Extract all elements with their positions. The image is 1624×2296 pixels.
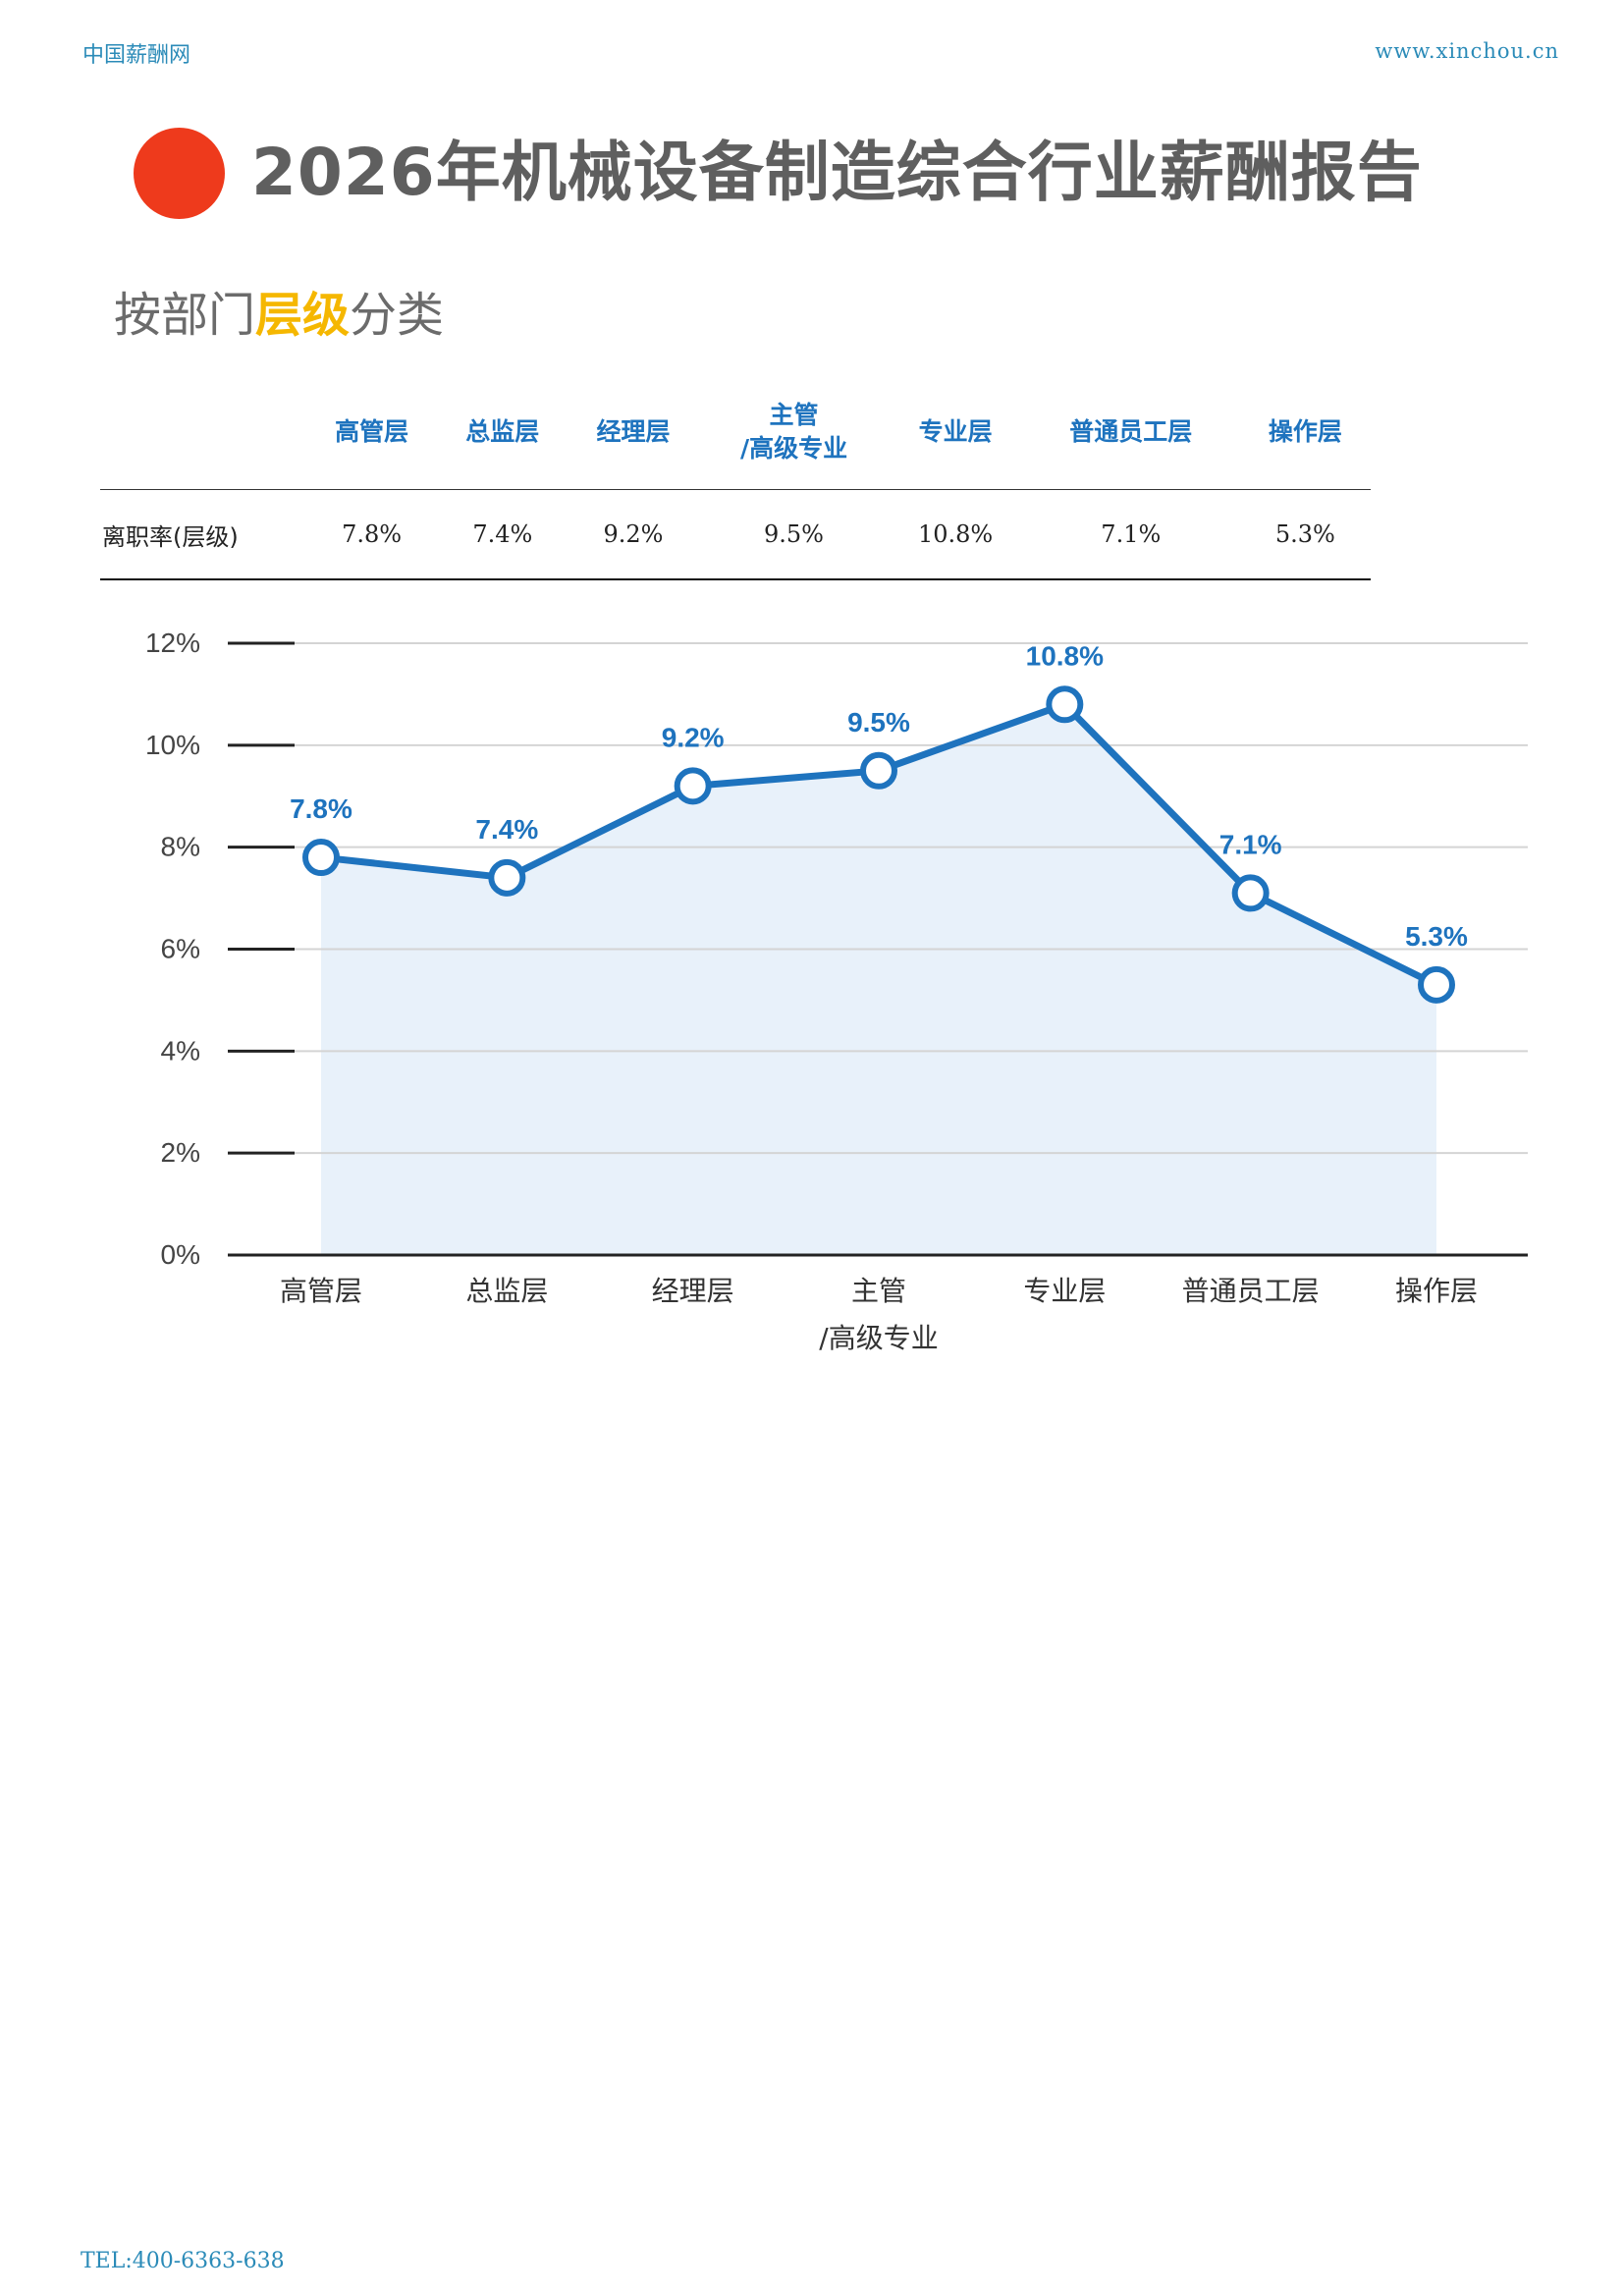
table-header-cell: 普通员工层: [1021, 375, 1240, 490]
chart-y-tick-label: 4%: [161, 1035, 200, 1066]
chart-data-point: [860, 751, 897, 790]
turnover-line-chart: 0% 2% 4% 6% 8% 10% 12% 7.8% 7.4% 9.2% 9.5% 10.8% 7.1…: [145, 628, 1528, 1354]
chart-y-tick-label: 2%: [161, 1137, 200, 1168]
chart-data-label: 9.5%: [847, 707, 910, 738]
footer-telephone: TEL:400-6363-638: [81, 2249, 285, 2273]
chart-y-tick-label: 10%: [145, 730, 200, 760]
subtitle-suffix: 分类: [350, 288, 445, 343]
table-header-row: 高管层 总监层 经理层 主管/高级专业 专业层 普通员工层 操作层: [100, 375, 1371, 490]
chart-x-tick-label: /高级专业: [819, 1322, 938, 1354]
table-header-line: 主管: [769, 401, 819, 429]
chart-data-label: 7.8%: [290, 793, 352, 824]
table-cell: 10.8%: [889, 489, 1022, 580]
subtitle-highlight: 层级: [255, 288, 351, 343]
chart-x-tick-label: 操作层: [1395, 1275, 1478, 1307]
chart-y-tick-label: 8%: [161, 832, 200, 862]
chart-x-tick-label: 普通员工层: [1182, 1275, 1320, 1307]
table-header-cell: 总监层: [437, 375, 568, 490]
chart-x-tick-label: 专业层: [1023, 1275, 1106, 1307]
chart-data-point: [1231, 874, 1270, 912]
chart-x-tick-label: 主管: [851, 1275, 906, 1307]
report-title: 2026年机械设备制造综合行业薪酬报告: [251, 135, 1423, 210]
table-header-cell: 专业层: [889, 375, 1022, 490]
chart-data-point: [302, 839, 340, 877]
table-cell: 7.1%: [1021, 489, 1240, 580]
chart-y-tick-label: 0%: [161, 1239, 200, 1270]
table-row-label: 离职率(层级): [100, 489, 306, 580]
website-url[interactable]: www.xinchou.cn: [1375, 39, 1559, 63]
table-header-cell: 经理层: [568, 375, 699, 490]
chart-data-label: 5.3%: [1405, 921, 1468, 952]
table-cell: 5.3%: [1239, 489, 1371, 580]
chart-y-tick-label: 6%: [161, 934, 200, 964]
table-cell: 9.2%: [568, 489, 699, 580]
chart-x-tick-label: 总监层: [465, 1275, 548, 1307]
chart-data-point: [674, 767, 712, 805]
site-name: 中国薪酬网: [82, 43, 191, 68]
chart-data-point: [488, 858, 526, 897]
title-bullet-dot: [134, 128, 225, 219]
table-header-cell: 操作层: [1239, 375, 1371, 490]
turnover-rate-table: 高管层 总监层 经理层 主管/高级专业 专业层 普通员工层 操作层 离职率(层级…: [100, 375, 1371, 580]
chart-data-point: [1418, 965, 1455, 1004]
chart-area-fill: [321, 704, 1436, 1255]
section-subtitle: 按部门层级分类: [114, 283, 444, 348]
table-header-line: /高级专业: [739, 434, 848, 463]
table-row: 离职率(层级) 7.8% 7.4% 9.2% 9.5% 10.8% 7.1% 5…: [100, 489, 1371, 580]
chart-data-point: [1046, 685, 1084, 724]
chart-data-label: 9.2%: [662, 722, 725, 752]
chart-data-label: 7.1%: [1219, 829, 1282, 859]
chart-x-tick-label: 经理层: [652, 1275, 734, 1307]
table-cell: 7.4%: [437, 489, 568, 580]
chart-y-tick-label: 12%: [145, 628, 200, 658]
table-header-corner: [100, 375, 306, 490]
subtitle-prefix: 按部门: [114, 288, 256, 343]
table-header-cell: 主管/高级专业: [698, 375, 890, 490]
table-header-cell: 高管层: [306, 375, 438, 490]
table-cell: 9.5%: [698, 489, 890, 580]
chart-data-label: 7.4%: [475, 814, 538, 845]
table-cell: 7.8%: [306, 489, 438, 580]
chart-x-tick-label: 高管层: [280, 1275, 362, 1307]
chart-data-label: 10.8%: [1026, 640, 1104, 671]
